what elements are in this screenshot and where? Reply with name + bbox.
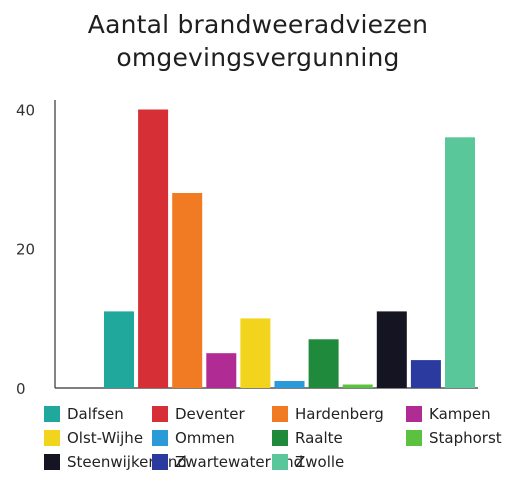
- chart-legend: Dalfsen Deventer Hardenberg Kampen Olst-Wijh…: [44, 404, 506, 472]
- legend-swatch: [406, 406, 422, 422]
- bar-hardenberg: [172, 193, 203, 388]
- legend-swatch: [44, 406, 60, 422]
- bar-staphorst: [342, 384, 373, 388]
- legend-label: Zwolle: [295, 453, 345, 471]
- legend-label: Ommen: [175, 429, 235, 447]
- bar-ommen: [274, 381, 305, 388]
- bar-zwartewaterland: [410, 360, 441, 388]
- legend-item-ommen: Ommen: [152, 428, 272, 448]
- y-tick-labels: 0 20 40: [16, 101, 35, 398]
- legend-swatch: [272, 430, 288, 446]
- legend-label: Deventer: [175, 405, 245, 423]
- legend-swatch: [152, 454, 168, 470]
- bar-steenwijkerland: [376, 311, 407, 388]
- legend-item-hardenberg: Hardenberg: [272, 404, 406, 424]
- legend-item-raalte: Raalte: [272, 428, 406, 448]
- legend-swatch: [152, 430, 168, 446]
- y-tick-label: 40: [16, 101, 35, 119]
- legend-label: Dalfsen: [67, 405, 124, 423]
- legend-label: Hardenberg: [295, 405, 384, 423]
- legend-label: Zwartewaterland: [175, 453, 304, 471]
- legend-item-staphorst: Staphorst: [406, 428, 506, 448]
- bar-series: [104, 109, 475, 388]
- bar-dalfsen: [104, 311, 134, 388]
- legend-item-zwartewaterland: Zwartewaterland: [152, 452, 303, 472]
- chart-title: Aantal brandweeradviezen omgevingsvergun…: [0, 8, 516, 74]
- bar-olst-wijhe: [240, 318, 271, 388]
- legend-label: Olst-Wijhe: [67, 429, 144, 447]
- chart-title-line-2: omgevingsvergunning: [116, 43, 400, 72]
- y-tick-label: 0: [16, 380, 26, 398]
- chart-plot-area: 0 20 40: [16, 100, 478, 398]
- legend-item-deventer: Deventer: [152, 404, 272, 424]
- legend-label: Staphorst: [429, 429, 502, 447]
- bar-kampen: [206, 353, 237, 388]
- legend-swatch: [272, 406, 288, 422]
- bar-raalte: [308, 339, 339, 388]
- legend-item-dalfsen: Dalfsen: [44, 404, 152, 424]
- legend-swatch: [406, 430, 422, 446]
- legend-item-kampen: Kampen: [406, 404, 506, 424]
- legend-swatch: [44, 430, 60, 446]
- legend-item-olst-wijhe: Olst-Wijhe: [44, 428, 152, 448]
- y-tick-label: 20: [16, 241, 35, 259]
- legend-swatch: [44, 454, 60, 470]
- legend-item-zwolle: Zwolle: [272, 452, 406, 472]
- chart-title-line-1: Aantal brandweeradviezen: [87, 10, 429, 39]
- legend-swatch: [272, 454, 288, 470]
- legend-label: Raalte: [295, 429, 343, 447]
- legend-label: Kampen: [429, 405, 491, 423]
- bar-deventer: [138, 109, 169, 388]
- legend-swatch: [152, 406, 168, 422]
- legend-item-steenwijkerland: Steenwijkerland: [44, 452, 187, 472]
- bar-zwolle: [445, 137, 475, 388]
